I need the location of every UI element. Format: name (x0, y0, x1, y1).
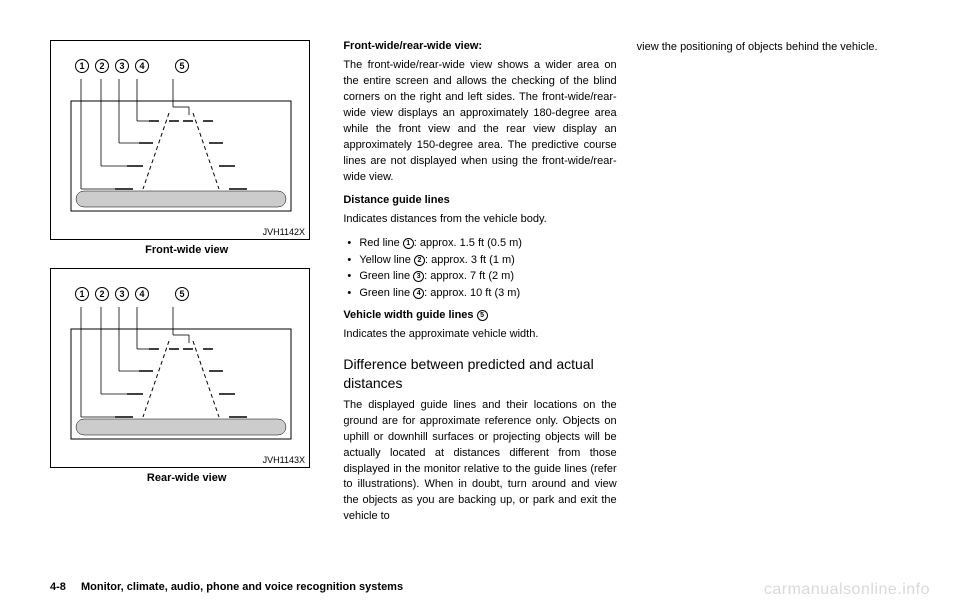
label-circle: 2 (95, 287, 109, 301)
figure-code: JVH1142X (263, 227, 305, 237)
paragraph: Indicates distances from the vehicle bod… (343, 212, 616, 228)
section-title: Monitor, climate, audio, phone and voice… (81, 581, 403, 593)
column-2: Front-wide/rear-wide view: The front-wid… (343, 40, 616, 560)
list-item: Yellow line 2: approx. 3 ft (1 m) (343, 252, 616, 269)
paragraph: view the positioning of objects behind t… (637, 40, 910, 56)
distance-list: Red line 1: approx. 1.5 ft (0.5 m) Yello… (343, 235, 616, 301)
heading-front-rear-wide: Front-wide/rear-wide view: (343, 40, 616, 52)
ref-circle-icon: 5 (477, 310, 488, 321)
paragraph: Indicates the approximate vehicle width. (343, 327, 616, 343)
ref-circle-icon: 4 (413, 288, 424, 299)
heading-distance-guide: Distance guide lines (343, 194, 616, 206)
figure-caption: Rear-wide view (50, 472, 323, 484)
figure-1-labels: 1 2 3 4 5 (75, 59, 189, 73)
figure-front-wide: 1 2 3 4 5 JVH1142X (50, 40, 310, 240)
label-circle: 4 (135, 287, 149, 301)
text: Green line (359, 270, 413, 282)
text: : approx. 10 ft (3 m) (424, 287, 520, 299)
text: Yellow line (359, 254, 414, 266)
text: Red line (359, 237, 402, 249)
label-circle: 5 (175, 287, 189, 301)
ref-circle-icon: 2 (414, 255, 425, 266)
watermark: carmanualsonline.info (764, 581, 930, 599)
text: : approx. 1.5 ft (0.5 m) (414, 237, 522, 249)
text: : approx. 3 ft (1 m) (425, 254, 515, 266)
figure-rear-wide: 1 2 3 4 5 JVH1143X (50, 268, 310, 468)
paragraph: The front-wide/rear-wide view shows a wi… (343, 58, 616, 186)
label-circle: 3 (115, 287, 129, 301)
list-item: Red line 1: approx. 1.5 ft (0.5 m) (343, 235, 616, 252)
heading-vehicle-width: Vehicle width guide lines 5 (343, 309, 616, 321)
figure-2-labels: 1 2 3 4 5 (75, 287, 189, 301)
list-item: Green line 3: approx. 7 ft (2 m) (343, 268, 616, 285)
label-circle: 1 (75, 287, 89, 301)
ref-circle-icon: 3 (413, 271, 424, 282)
figure-caption: Front-wide view (50, 244, 323, 256)
column-3: view the positioning of objects behind t… (637, 40, 910, 560)
front-wide-diagram (61, 71, 301, 231)
label-circle: 1 (75, 59, 89, 73)
label-circle: 4 (135, 59, 149, 73)
text: Vehicle width guide lines (343, 309, 476, 321)
column-1: 1 2 3 4 5 JVH1142X Front-wide view (50, 40, 323, 560)
list-item: Green line 4: approx. 10 ft (3 m) (343, 285, 616, 302)
page-footer: 4-8 Monitor, climate, audio, phone and v… (50, 581, 403, 593)
ref-circle-icon: 1 (403, 238, 414, 249)
label-circle: 3 (115, 59, 129, 73)
text: : approx. 7 ft (2 m) (424, 270, 514, 282)
label-circle: 5 (175, 59, 189, 73)
figure-code: JVH1143X (263, 455, 305, 465)
text: Green line (359, 287, 413, 299)
page-number: 4-8 (50, 581, 66, 593)
label-circle: 2 (95, 59, 109, 73)
paragraph: The displayed guide lines and their loca… (343, 398, 616, 526)
subheading-difference: Difference between predicted and actual … (343, 355, 616, 391)
rear-wide-diagram (61, 299, 301, 459)
